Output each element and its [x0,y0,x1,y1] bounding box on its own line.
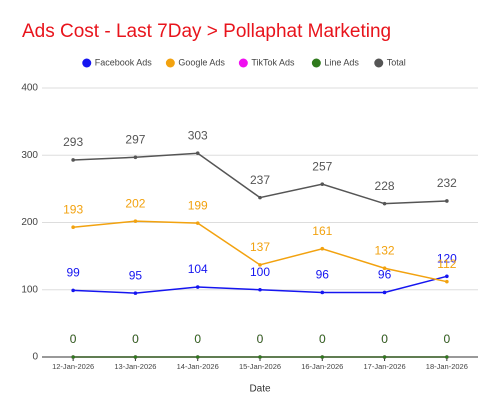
data-label: 0 [70,332,77,346]
x-tick-label: 17-Jan-2026 [364,362,406,371]
data-label: 0 [319,332,326,346]
data-label: 0 [194,332,201,346]
data-label: 96 [378,268,392,282]
y-tick-label: 400 [21,83,38,94]
legend-marker [238,58,248,68]
legend-label: TikTok Ads [251,57,295,67]
data-label: 0 [381,332,388,346]
data-label: 257 [312,159,332,173]
data-point [133,291,138,295]
data-label: 193 [63,202,83,216]
data-label: 0 [194,332,201,346]
legend-marker [165,58,175,68]
data-point [382,290,387,295]
data-label: 293 [63,135,83,149]
data-point [320,290,325,295]
chart-title: Ads Cost - Last 7Day > Pollaphat Marketi… [22,21,391,42]
data-point [382,266,387,271]
x-tick-label: 18-Jan-2026 [426,362,468,371]
data-label: 228 [375,179,395,193]
legend-label: Total [387,57,406,67]
data-label: 0 [257,332,264,346]
y-tick-label: 0 [32,352,38,363]
x-tick-label: 14-Jan-2026 [177,362,219,371]
legend-label: Google Ads [178,57,225,67]
data-label: 0 [444,332,451,346]
legend-marker [311,58,321,68]
data-label: 132 [375,243,395,257]
y-tick-label: 300 [21,150,38,161]
data-point [382,201,387,206]
data-label: 0 [319,332,326,346]
x-tick-label: 12-Jan-2026 [52,362,94,371]
data-label: 137 [250,240,270,254]
data-label: 0 [70,332,77,346]
data-label: 161 [312,224,332,238]
data-label: 96 [316,268,330,282]
data-label: 112 [437,257,456,271]
data-label: 297 [125,132,145,146]
data-point [195,221,200,225]
legend-label: Line Ads [324,57,359,67]
data-point [320,355,325,359]
y-tick-label: 100 [21,284,38,295]
x-tick-label: 16-Jan-2026 [301,362,343,371]
data-point [445,274,449,279]
data-label: 100 [250,265,270,279]
data-point [195,151,200,156]
data-point [71,158,75,162]
data-point [320,182,325,186]
x-axis-title: Date [249,384,271,395]
data-point [445,279,449,284]
y-tick-label: 200 [21,217,38,228]
data-point [258,287,262,292]
data-label: 202 [125,196,145,210]
data-point [445,199,449,203]
data-label: 232 [437,176,457,190]
data-point [133,219,138,223]
legend-marker [82,58,92,68]
data-label: 0 [132,332,139,346]
data-point [133,155,138,160]
data-label: 0 [132,332,139,346]
data-point [258,263,262,267]
data-label: 237 [250,173,270,187]
data-point [445,355,449,359]
x-tick-label: 15-Jan-2026 [239,362,281,371]
data-label: 120 [437,251,457,265]
data-label: 95 [129,268,143,282]
data-label: 0 [257,332,264,346]
data-point [133,355,138,359]
data-point [258,355,262,359]
data-label: 199 [188,198,208,212]
data-point [71,355,75,359]
data-label: 0 [381,332,388,346]
data-label: 99 [66,266,80,280]
data-label: 104 [188,262,208,276]
legend: Facebook Ads Google Ads TikTok Ads Line Ads… [82,57,406,68]
data-label: 303 [188,128,208,142]
data-point [382,355,387,359]
data-label: 0 [444,332,451,346]
data-point [195,355,200,359]
data-point [320,246,325,251]
data-point [195,285,200,289]
legend-label: Facebook Ads [95,57,153,67]
legend-marker [374,58,384,68]
x-tick-label: 13-Jan-2026 [114,362,156,371]
data-point [258,195,262,200]
data-point [71,225,75,230]
data-point [71,288,75,293]
